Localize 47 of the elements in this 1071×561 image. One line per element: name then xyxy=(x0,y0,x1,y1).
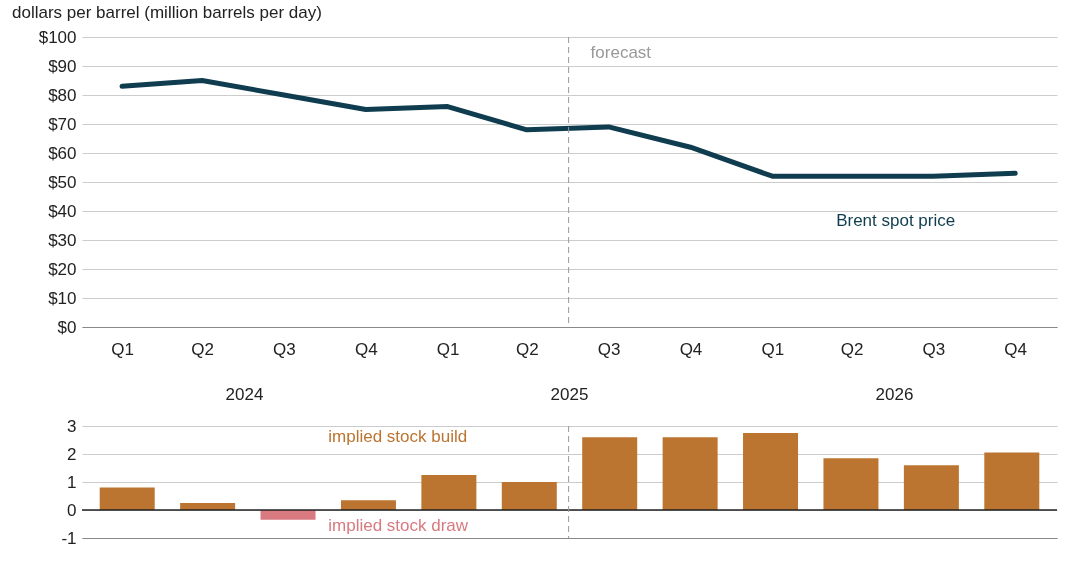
y-tick-label: -1 xyxy=(61,528,77,548)
y-tick-label: 0 xyxy=(67,500,77,520)
ref-line-label: forecast xyxy=(590,43,652,62)
x-tick-label: Q2 xyxy=(191,339,214,359)
annotation: implied stock build xyxy=(328,427,468,447)
text: 2026 xyxy=(875,385,914,404)
y-tick-label: 1 xyxy=(67,472,77,492)
bar xyxy=(421,475,477,510)
bar xyxy=(340,500,396,510)
y-tick-label: $90 xyxy=(48,56,77,76)
x-tick-label: Q4 xyxy=(354,339,378,359)
text: 2024 xyxy=(225,385,264,404)
bar xyxy=(823,458,879,510)
y-tick-label: $10 xyxy=(48,288,77,308)
y-tick-label: 3 xyxy=(67,416,77,436)
bar xyxy=(984,452,1040,510)
y-tick-label: $60 xyxy=(48,143,77,163)
y-tick-label: $80 xyxy=(48,85,77,105)
bar xyxy=(582,437,638,510)
x-tick-label: Q2 xyxy=(515,339,539,359)
x-tick-label: Q3 xyxy=(273,339,296,359)
y-tick-label: $30 xyxy=(48,230,77,250)
x-tick-label: Q1 xyxy=(436,339,460,359)
x-tick-label: Q1 xyxy=(761,339,785,359)
y-tick-label: $0 xyxy=(57,317,77,337)
chart-title: dollars per barrel (million barrels per day) xyxy=(12,3,322,22)
y-tick-label: $100 xyxy=(38,27,77,47)
bar xyxy=(662,437,718,510)
y-tick-label: $20 xyxy=(48,259,77,279)
text: 2025 xyxy=(550,385,589,404)
y-tick-label: $50 xyxy=(48,172,77,192)
y-tick-label: $70 xyxy=(48,114,77,134)
x-tick-label: Q4 xyxy=(1004,339,1028,359)
x-tick-label: Q1 xyxy=(111,339,134,359)
bar xyxy=(99,487,155,510)
x-tick-label: Q3 xyxy=(597,339,621,359)
x-tick-label: Q3 xyxy=(922,339,946,359)
x-tick-label: Q2 xyxy=(840,339,864,359)
x-tick-label: Q4 xyxy=(679,339,703,359)
text: Brent spot price xyxy=(836,211,956,231)
bar xyxy=(743,433,799,510)
y-tick-label: $40 xyxy=(48,201,77,221)
annotation: implied stock draw xyxy=(328,516,469,536)
bar xyxy=(903,465,959,510)
bar xyxy=(260,510,316,520)
y-tick-label: 2 xyxy=(67,444,77,464)
bar xyxy=(501,482,557,510)
